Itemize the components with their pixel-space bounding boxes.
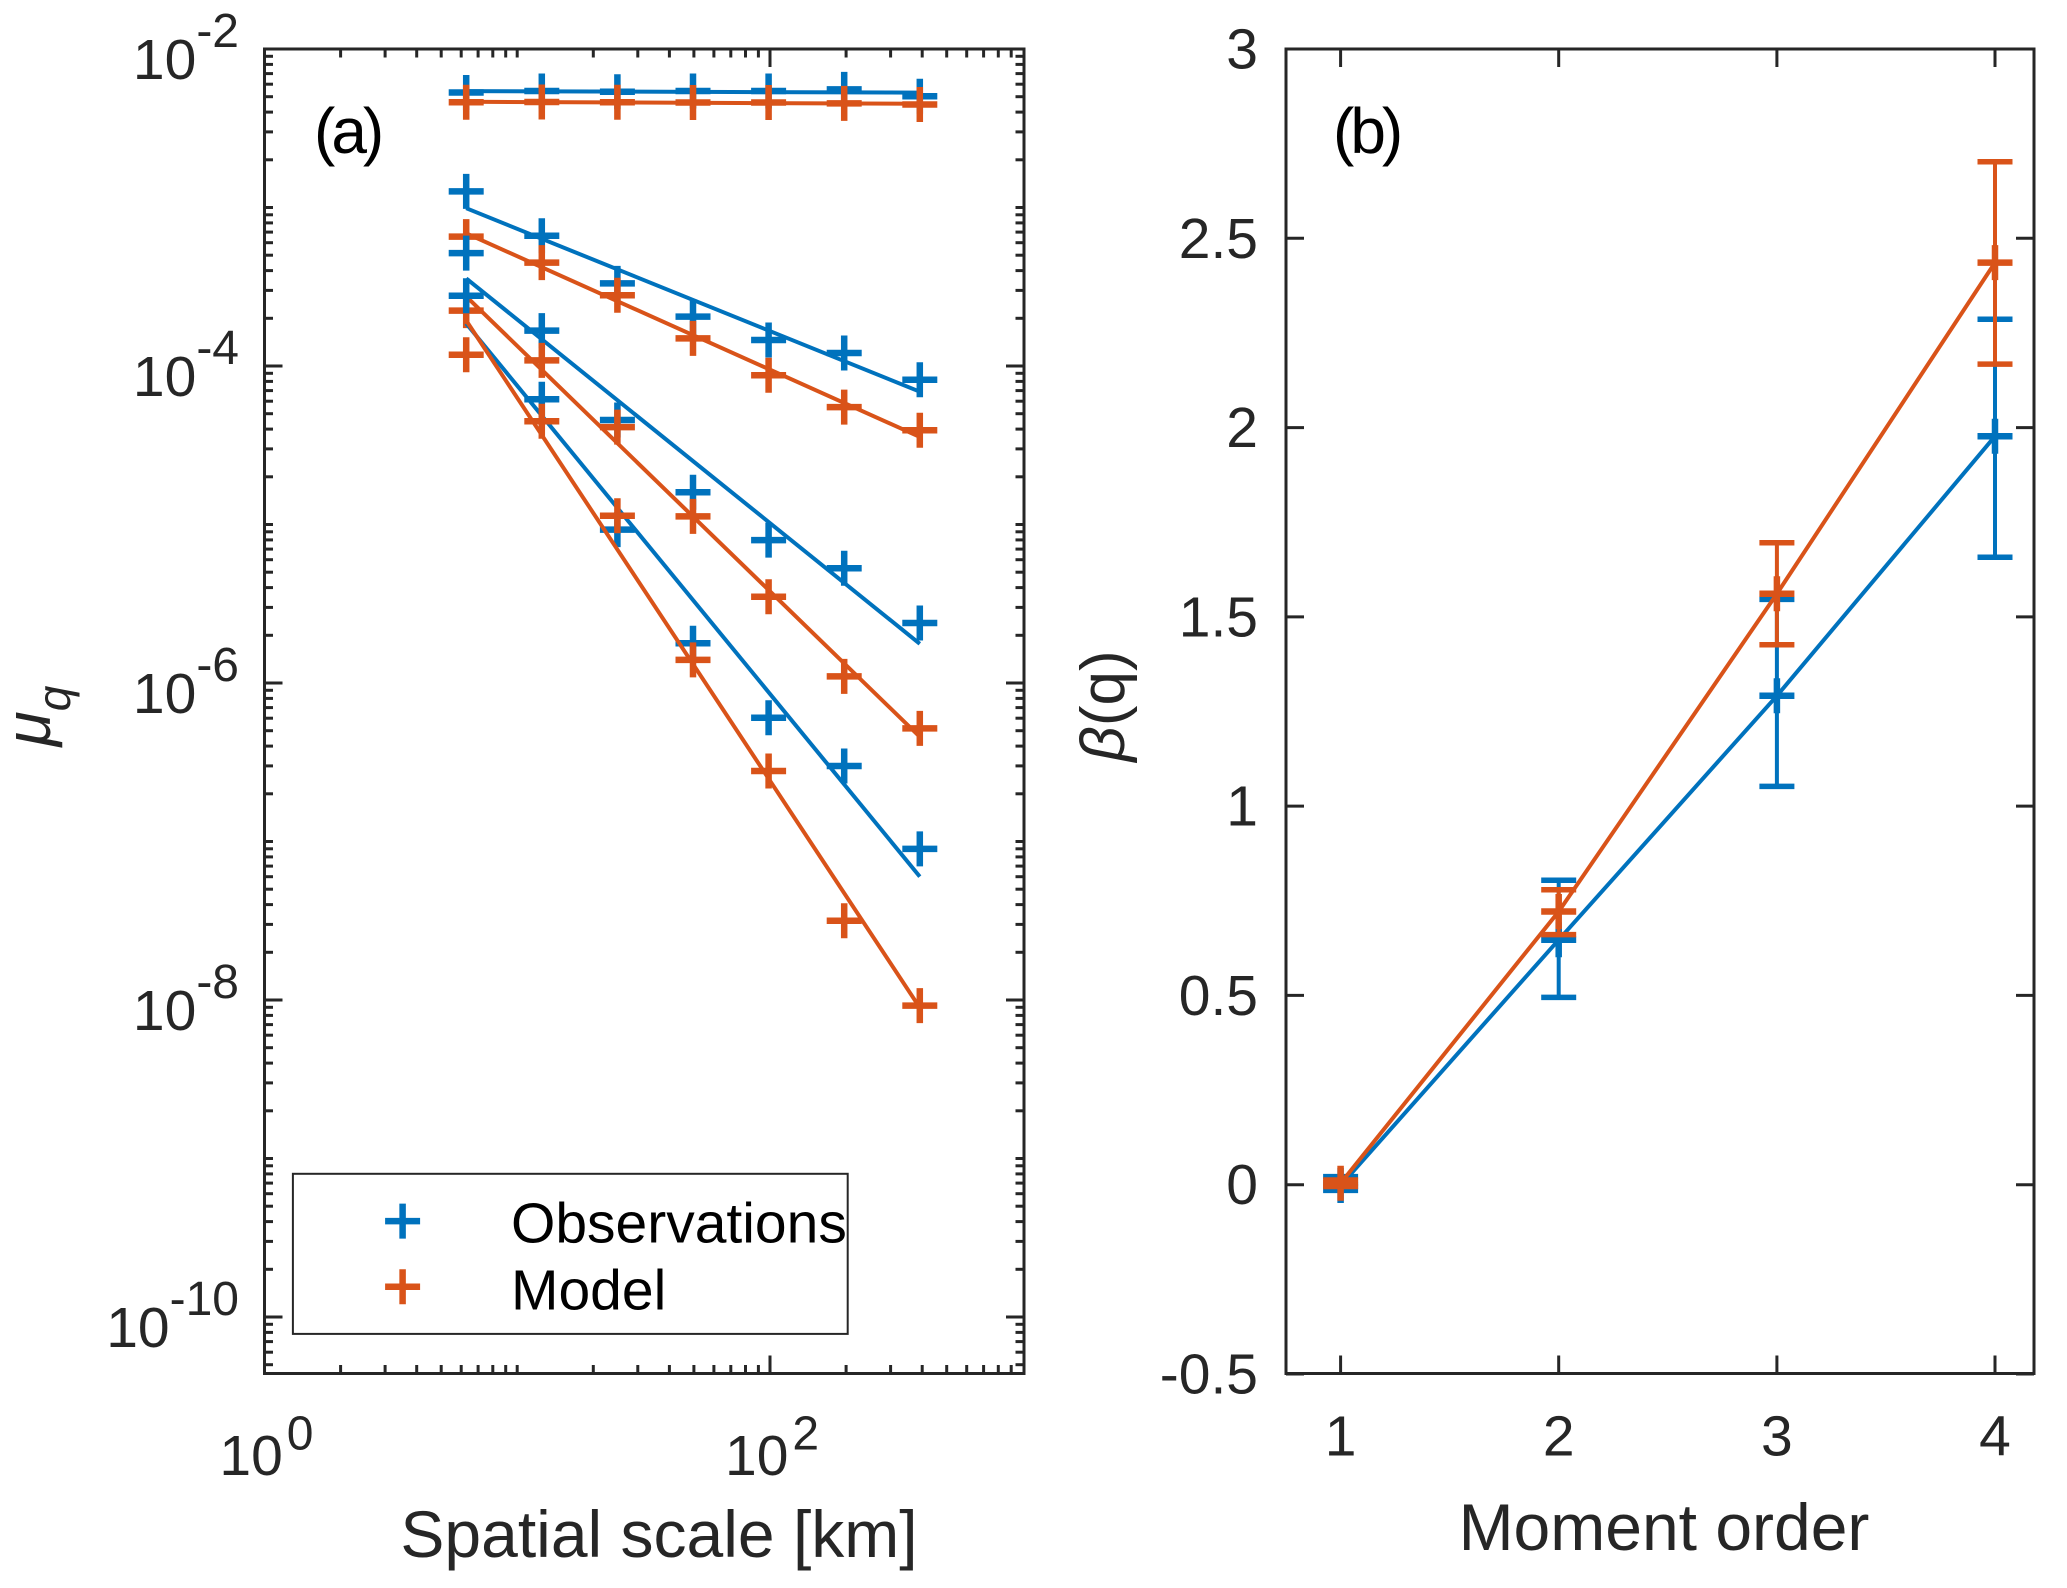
svg-text:0: 0: [287, 1407, 314, 1460]
svg-text:10: 10: [725, 1424, 788, 1488]
svg-text:10: 10: [219, 1424, 282, 1488]
svg-text:1: 1: [1325, 1405, 1357, 1469]
svg-text:2.5: 2.5: [1179, 207, 1258, 271]
svg-text:3: 3: [1226, 18, 1258, 82]
svg-text:2: 2: [792, 1407, 819, 1460]
svg-text:-0.5: -0.5: [1160, 1343, 1258, 1407]
svg-text:1.5: 1.5: [1179, 585, 1258, 649]
svg-text:3: 3: [1761, 1405, 1793, 1469]
svg-text:(b): (b): [1333, 95, 1400, 167]
svg-text:0.5: 0.5: [1179, 964, 1258, 1028]
svg-text:0: 0: [1226, 1153, 1258, 1217]
svg-text:1: 1: [1226, 775, 1258, 839]
svg-text:Moment order: Moment order: [1459, 1490, 1870, 1564]
svg-text:4: 4: [1979, 1405, 2011, 1469]
svg-text:2: 2: [1226, 396, 1258, 460]
svg-text:β(q): β(q): [1069, 650, 1138, 763]
svg-text:Spatial scale [km]: Spatial scale [km]: [400, 1497, 917, 1571]
svg-text:(a): (a): [314, 95, 381, 167]
svg-text:Observations: Observations: [511, 1191, 847, 1255]
svg-text:Model: Model: [511, 1259, 666, 1323]
svg-text:2: 2: [1543, 1405, 1575, 1469]
